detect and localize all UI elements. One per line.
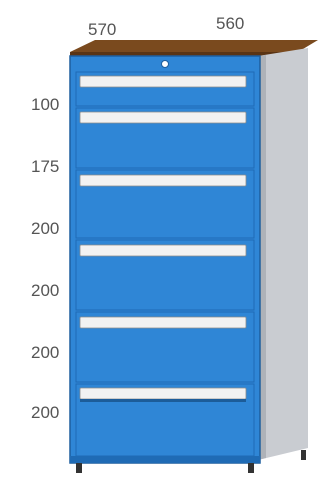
drawer-2[interactable]: [75, 107, 255, 169]
drawer-height-label: 100: [31, 95, 60, 114]
width-label: 570: [88, 20, 117, 39]
drawer-handle[interactable]: [79, 174, 247, 187]
drawer-height-label: 200: [31, 219, 60, 238]
drawer-4[interactable]: [75, 239, 255, 311]
worktop-edge: [70, 52, 298, 56]
drawer-height-label: 200: [31, 403, 60, 422]
cabinet-foot: [76, 463, 82, 473]
drawer-3[interactable]: [75, 169, 255, 239]
cabinet-foot: [301, 450, 306, 460]
drawer-handle[interactable]: [79, 111, 247, 124]
lock-icon: [161, 60, 169, 68]
cabinet-foot: [248, 463, 254, 473]
drawer-handle[interactable]: [79, 387, 247, 400]
drawer-handle[interactable]: [79, 316, 247, 329]
cabinet-side-panel: [258, 48, 308, 460]
cabinet-base: [70, 456, 260, 463]
drawer-shadow: [80, 399, 246, 402]
drawer-1[interactable]: [75, 71, 255, 107]
worktop: [70, 40, 318, 52]
drawer-5[interactable]: [75, 311, 255, 383]
drawer-height-label: 200: [31, 343, 60, 362]
depth-label: 560: [216, 14, 245, 33]
drawer-height-label: 200: [31, 281, 60, 300]
drawer-handle[interactable]: [79, 75, 247, 88]
drawer-height-label: 175: [31, 157, 60, 176]
drawer-6[interactable]: [75, 383, 255, 457]
drawer-handle[interactable]: [79, 244, 247, 257]
